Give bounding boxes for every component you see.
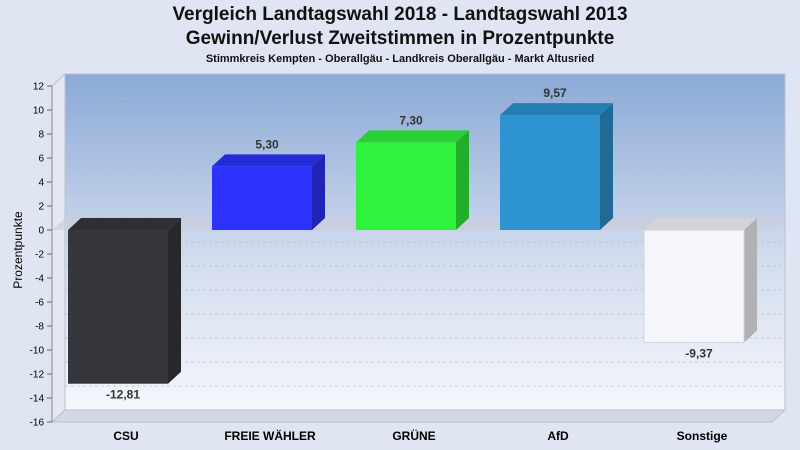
data-label: -12,81 xyxy=(106,388,140,402)
left-wall xyxy=(51,72,66,424)
data-label: 5,30 xyxy=(255,137,279,151)
y-tick-label: -16 xyxy=(30,418,45,429)
y-tick-label: 4 xyxy=(38,178,44,189)
chart-region-subtitle: Stimmkreis Kempten - Oberallgäu - Landkr… xyxy=(205,53,595,65)
bar-gr-ne xyxy=(356,142,456,230)
bar-top-csu xyxy=(68,218,181,230)
data-label: 9,57 xyxy=(543,86,567,100)
y-tick-label: -4 xyxy=(35,274,44,285)
y-tick-label: -10 xyxy=(30,346,45,357)
bar-csu xyxy=(68,230,168,384)
bar-sonstige xyxy=(643,229,745,343)
y-tick-label: 10 xyxy=(33,106,45,117)
y-tick-label: -2 xyxy=(35,250,44,261)
x-tick-label: FREIE WÄHLER xyxy=(224,428,316,443)
y-tick-label: 0 xyxy=(38,226,44,237)
y-tick-label: -8 xyxy=(35,322,44,333)
y-tick-label: -12 xyxy=(30,370,45,381)
bar-side-afd xyxy=(600,103,613,230)
data-label: 7,30 xyxy=(399,113,423,127)
bar-top-gr-ne xyxy=(356,130,469,143)
x-tick-label: CSU xyxy=(113,429,138,443)
x-tick-label: Sonstige xyxy=(677,429,728,443)
floor xyxy=(50,409,787,423)
bar-afd xyxy=(500,115,600,230)
chart-subtitle: Gewinn/Verlust Zweitstimmen in Prozentpu… xyxy=(185,28,615,49)
y-tick-label: 8 xyxy=(38,130,44,141)
x-tick-label: AfD xyxy=(547,429,569,443)
bar-top-sonstige xyxy=(644,218,757,230)
bar-freie-w-hler xyxy=(212,166,312,230)
bar-side-csu xyxy=(168,218,181,384)
y-axis-label: Prozentpunkte xyxy=(11,211,25,289)
y-tick-label: 12 xyxy=(33,82,45,93)
chart-title: Vergleich Landtagswahl 2018 - Landtagswa… xyxy=(172,4,628,25)
bar-top-afd xyxy=(500,103,613,116)
bar-top-freie-w-hler xyxy=(212,154,325,167)
bar-side-gr-ne xyxy=(456,130,469,230)
data-label: -9,37 xyxy=(685,346,713,360)
y-tick-label: -14 xyxy=(30,394,45,405)
bar-side-freie-w-hler xyxy=(312,154,325,230)
y-tick-label: -6 xyxy=(35,298,44,309)
bar-side-sonstige xyxy=(744,218,757,343)
x-tick-label: GRÜNE xyxy=(392,428,435,443)
y-tick-label: 6 xyxy=(38,154,44,165)
y-tick-label: 2 xyxy=(38,202,44,213)
